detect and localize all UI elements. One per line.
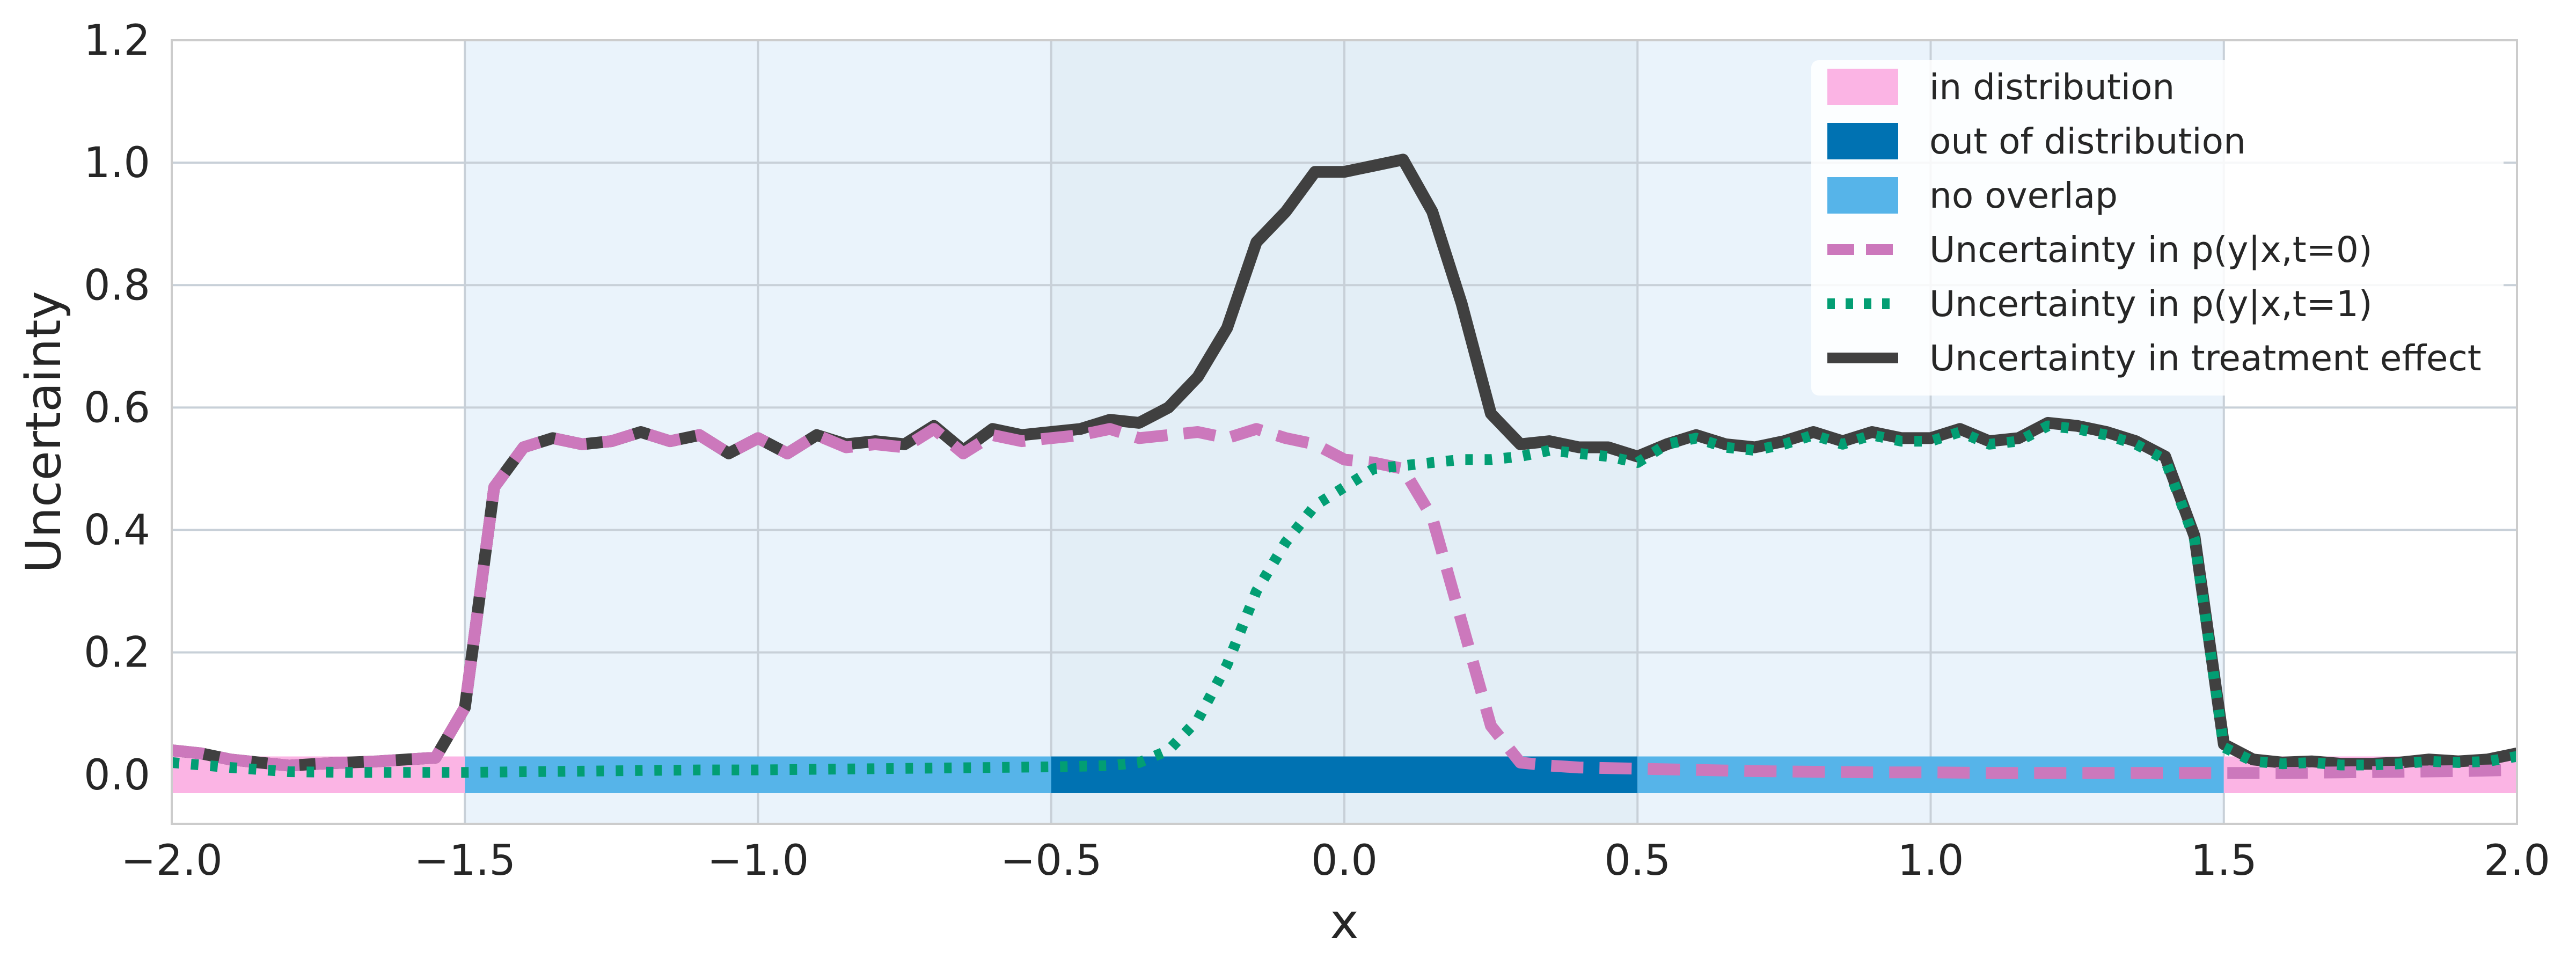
legend-label-4: Uncertainty in p(y|x,t=1) xyxy=(1929,283,2373,325)
y-tick-label: 0.6 xyxy=(84,384,150,432)
legend-label-2: no overlap xyxy=(1929,175,2118,216)
series-line-dashed xyxy=(171,423,2518,779)
plot-frame xyxy=(171,39,2518,825)
y-tick-label: 0.0 xyxy=(84,751,150,800)
x-tick-label: −1.5 xyxy=(414,837,516,885)
legend-box xyxy=(1811,60,2504,396)
x-axis-label: x xyxy=(1330,894,1358,950)
y-axis-label: Uncertainty xyxy=(16,291,72,573)
legend-label-5: Uncertainty in treatment effect xyxy=(1929,338,2482,379)
x-tick-label: 0.0 xyxy=(1311,837,1378,885)
x-tick-label: −0.5 xyxy=(1000,837,1102,885)
y-tick-label: 0.4 xyxy=(84,507,150,555)
legend: in distribution out of distribution no ove… xyxy=(1811,60,2504,396)
x-tick-label: 1.0 xyxy=(1897,837,1964,885)
series-line-dotted xyxy=(171,420,2518,778)
y-tick-label: 0.2 xyxy=(84,629,150,677)
legend-label-1: out of distribution xyxy=(1929,121,2246,162)
y-tick-label: 0.8 xyxy=(84,261,150,310)
x-tick-label: 1.5 xyxy=(2191,837,2257,885)
legend-label-3: Uncertainty in p(y|x,t=0) xyxy=(1929,229,2373,270)
legend-swatch-2 xyxy=(1827,177,1898,214)
legend-swatch-1 xyxy=(1827,123,1898,159)
legend-label-0: in distribution xyxy=(1929,67,2175,108)
legend-swatch-0 xyxy=(1827,69,1898,105)
x-tick-label: −2.0 xyxy=(121,837,222,885)
x-tick-label: −1.0 xyxy=(707,837,809,885)
x-tick-label: 2.0 xyxy=(2484,837,2550,885)
y-tick-label: 1.0 xyxy=(84,139,150,187)
x-tick-label: 0.5 xyxy=(1604,837,1671,885)
y-tick-label: 1.2 xyxy=(84,17,150,65)
band-no-overlap-3 xyxy=(1637,756,2224,793)
band-out-of-distribution-2 xyxy=(1051,756,1638,793)
